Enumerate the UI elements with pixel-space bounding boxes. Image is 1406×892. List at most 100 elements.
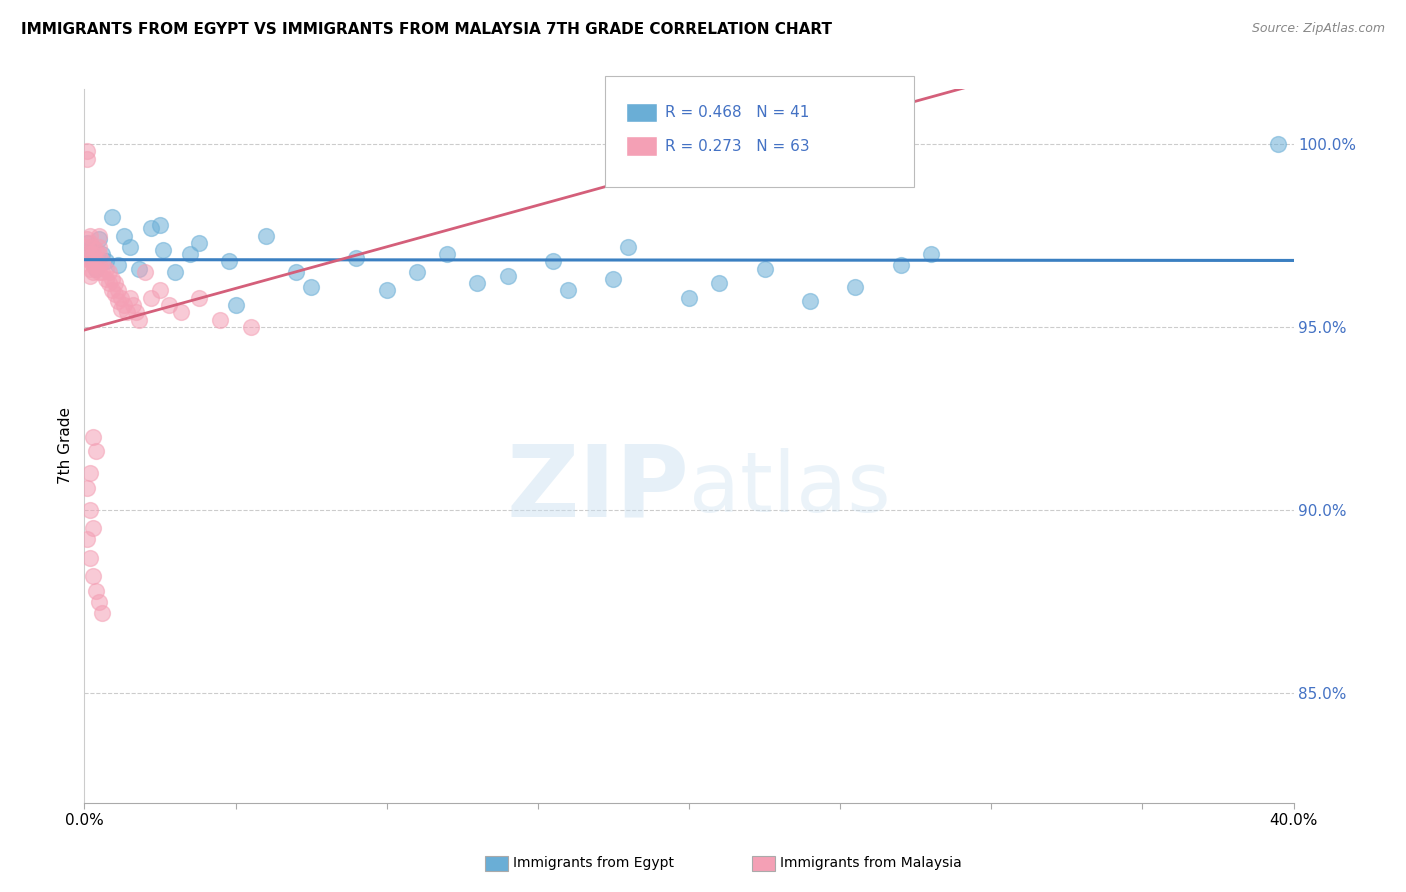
Point bbox=[375, 284, 398, 298]
Point bbox=[82, 265, 104, 279]
Point bbox=[107, 284, 129, 298]
Point bbox=[890, 258, 912, 272]
Point bbox=[91, 265, 114, 279]
Point bbox=[254, 228, 277, 243]
Point bbox=[436, 247, 458, 261]
Point bbox=[799, 294, 821, 309]
Text: atlas: atlas bbox=[689, 449, 890, 529]
Point bbox=[110, 291, 132, 305]
Point bbox=[89, 247, 111, 261]
Point bbox=[79, 261, 101, 276]
Point bbox=[125, 305, 148, 319]
Point bbox=[285, 265, 308, 279]
Point bbox=[89, 228, 111, 243]
Point bbox=[100, 284, 122, 298]
Point bbox=[94, 261, 117, 276]
Point bbox=[602, 272, 624, 286]
Point bbox=[157, 298, 180, 312]
Point bbox=[82, 254, 104, 268]
Text: R = 0.468   N = 41: R = 0.468 N = 41 bbox=[665, 105, 810, 120]
Point bbox=[79, 503, 101, 517]
Point bbox=[91, 247, 114, 261]
Point bbox=[218, 254, 240, 268]
Point bbox=[170, 305, 193, 319]
Point bbox=[89, 258, 111, 272]
Point bbox=[76, 251, 98, 265]
Point bbox=[82, 430, 104, 444]
Point bbox=[754, 261, 776, 276]
Point bbox=[467, 276, 489, 290]
Point bbox=[709, 276, 731, 290]
Point bbox=[107, 258, 129, 272]
Point bbox=[110, 301, 132, 316]
Point bbox=[82, 569, 104, 583]
Text: Source: ZipAtlas.com: Source: ZipAtlas.com bbox=[1251, 22, 1385, 36]
Text: IMMIGRANTS FROM EGYPT VS IMMIGRANTS FROM MALAYSIA 7TH GRADE CORRELATION CHART: IMMIGRANTS FROM EGYPT VS IMMIGRANTS FROM… bbox=[21, 22, 832, 37]
Point bbox=[225, 298, 247, 312]
Point bbox=[76, 533, 98, 547]
Point bbox=[76, 152, 98, 166]
Point bbox=[134, 265, 156, 279]
Point bbox=[346, 251, 368, 265]
Point bbox=[179, 247, 201, 261]
Point bbox=[152, 244, 174, 258]
Point bbox=[79, 254, 101, 268]
Point bbox=[89, 265, 111, 279]
Text: Immigrants from Malaysia: Immigrants from Malaysia bbox=[780, 856, 962, 871]
Text: ZIP: ZIP bbox=[506, 441, 689, 537]
Point bbox=[188, 291, 211, 305]
Point bbox=[79, 228, 101, 243]
Point bbox=[406, 265, 429, 279]
Point bbox=[118, 239, 141, 253]
Point bbox=[557, 284, 579, 298]
Point bbox=[76, 239, 98, 253]
Point bbox=[91, 254, 114, 268]
Point bbox=[149, 218, 172, 232]
Point bbox=[76, 481, 98, 495]
Point bbox=[86, 244, 108, 258]
Point bbox=[97, 276, 120, 290]
Point bbox=[79, 550, 101, 565]
Point bbox=[86, 261, 108, 276]
Point bbox=[94, 254, 117, 268]
Point bbox=[1267, 137, 1289, 152]
Point bbox=[112, 298, 135, 312]
Point bbox=[678, 291, 700, 305]
Point bbox=[76, 232, 98, 246]
Point bbox=[139, 221, 162, 235]
Point bbox=[920, 247, 942, 261]
Point bbox=[100, 211, 122, 225]
Point bbox=[844, 280, 866, 294]
Point bbox=[79, 244, 101, 258]
Point bbox=[165, 265, 187, 279]
Point bbox=[118, 291, 141, 305]
Point bbox=[89, 232, 111, 246]
Point bbox=[86, 583, 108, 598]
Point bbox=[149, 284, 172, 298]
Point bbox=[82, 521, 104, 535]
Y-axis label: 7th Grade: 7th Grade bbox=[58, 408, 73, 484]
Point bbox=[107, 294, 129, 309]
Point bbox=[239, 320, 262, 334]
Point bbox=[79, 467, 101, 481]
Point bbox=[188, 235, 211, 250]
Point bbox=[115, 305, 138, 319]
Point bbox=[82, 258, 104, 272]
Point bbox=[76, 235, 98, 250]
Point bbox=[128, 261, 150, 276]
Text: R = 0.273   N = 63: R = 0.273 N = 63 bbox=[665, 139, 810, 153]
Point bbox=[128, 312, 150, 326]
Point bbox=[86, 254, 108, 268]
Point bbox=[97, 265, 120, 279]
Point bbox=[299, 280, 322, 294]
Point bbox=[121, 298, 143, 312]
Point bbox=[76, 145, 98, 159]
Point bbox=[139, 291, 162, 305]
Point bbox=[79, 268, 101, 283]
Point bbox=[104, 287, 127, 301]
Point bbox=[86, 444, 108, 458]
Point bbox=[209, 312, 232, 326]
Point bbox=[617, 239, 640, 253]
Text: Immigrants from Egypt: Immigrants from Egypt bbox=[513, 856, 675, 871]
Point bbox=[100, 272, 122, 286]
